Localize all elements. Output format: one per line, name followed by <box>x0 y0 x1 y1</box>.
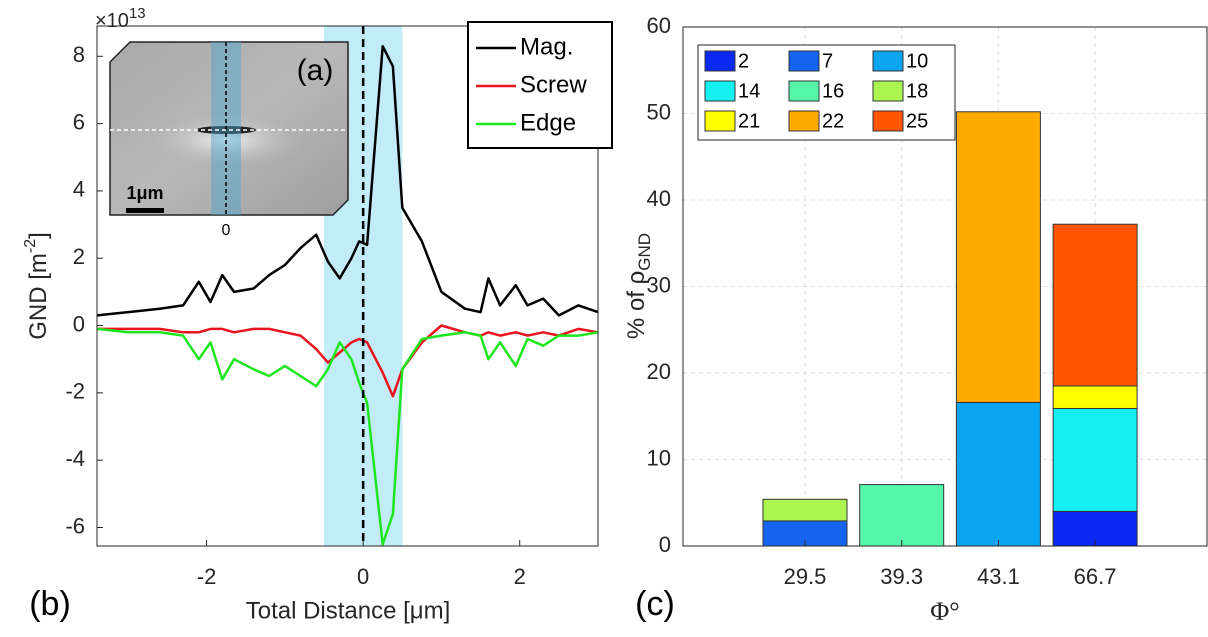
x-axis-label: Total Distance [μm] <box>246 597 451 624</box>
left-panel: -2 0 2 -6 -4 -2 0 2 4 6 8 ×1013 Total Distance [μm] G… <box>22 5 599 624</box>
inset-tick-label: 0 <box>222 222 231 239</box>
legend-label: Screw <box>520 71 587 98</box>
legend: Mag. Screw Edge <box>467 21 613 149</box>
bar-segment <box>1052 385 1138 409</box>
y-tick-label: 0 <box>659 532 671 557</box>
inset-image: (a) 1μm 0 <box>109 41 349 239</box>
legend-label: 18 <box>906 80 928 102</box>
legend-swatch <box>704 50 736 72</box>
y-tick-label: 4 <box>73 177 85 202</box>
y-tick-label: 8 <box>73 42 85 67</box>
legend-swatch <box>788 110 820 132</box>
bar-segment <box>1052 407 1138 512</box>
legend-box <box>697 44 956 141</box>
legend-swatch <box>788 80 820 102</box>
y-tick-label: -6 <box>65 513 85 538</box>
y-tick-label: 6 <box>73 109 85 134</box>
label-part: GND [m <box>25 253 52 340</box>
legend-label: 22 <box>822 110 844 132</box>
legend-label: Mag. <box>520 33 573 60</box>
axis-exponent: ×1013 <box>95 5 146 32</box>
label-part: 13 <box>129 5 146 22</box>
y-tick-label: 2 <box>73 244 85 269</box>
panel-label: (c) <box>635 585 675 623</box>
legend-swatch <box>872 80 904 102</box>
bar-segment <box>859 484 945 547</box>
bar-segment <box>1052 223 1138 387</box>
line-series <box>97 324 599 398</box>
legend-swatch <box>872 50 904 72</box>
y-tick-label: -2 <box>65 379 85 404</box>
label-part: -2 <box>22 239 39 253</box>
plot-frame <box>682 26 1208 547</box>
x-tick-label: 0 <box>357 564 369 589</box>
label-part: ×10 <box>95 10 129 32</box>
legend-label: 2 <box>738 50 749 72</box>
inset-scale-bar <box>126 208 164 213</box>
y-tick-label: -4 <box>65 446 85 471</box>
panel-label: (b) <box>29 585 71 623</box>
legend-label: Edge <box>520 109 576 136</box>
legend-label: 14 <box>738 80 760 102</box>
legend-label: 21 <box>738 110 760 132</box>
inset-scale-label: 1μm <box>126 183 163 203</box>
bar-segment <box>955 111 1041 403</box>
legend-swatch <box>788 50 820 72</box>
legend-label: 7 <box>822 50 833 72</box>
x-tick-label: 43.1 <box>977 564 1020 589</box>
x-axis-label: Φ° <box>930 597 959 626</box>
legend-swatch <box>704 110 736 132</box>
line-series <box>96 44 599 317</box>
legend-label: 10 <box>906 50 928 72</box>
label-part: GND <box>635 233 654 271</box>
right-panel: 0 10 20 30 40 50 60 29.5 39.3 43.1 66.7 Φ° % of ρGND… <box>623 13 1208 626</box>
label-part: % of ρ <box>623 271 650 339</box>
y-axis-label: % of ρGND <box>623 233 654 339</box>
legend-swatch <box>872 110 904 132</box>
legend-swatch <box>704 80 736 102</box>
line-series <box>96 327 599 546</box>
legend-label: 25 <box>906 110 928 132</box>
y-tick-label: 60 <box>647 13 671 38</box>
y-tick-label: 10 <box>647 445 671 470</box>
bar-segment <box>955 401 1041 547</box>
inset-label: (a) <box>297 54 334 87</box>
x-tick-label: -2 <box>197 564 217 589</box>
legend-label: 16 <box>822 80 844 102</box>
y-tick-label: 0 <box>73 311 85 336</box>
plot-frame <box>96 25 599 547</box>
x-tick-label: 2 <box>514 564 526 589</box>
x-tick-label: 39.3 <box>880 564 923 589</box>
y-tick-label: 50 <box>647 99 671 124</box>
x-tick-label: 29.5 <box>784 564 827 589</box>
bar-segment <box>762 498 848 522</box>
y-tick-label: 40 <box>647 186 671 211</box>
y-tick-label: 20 <box>647 359 671 384</box>
x-tick-label: 66.7 <box>1074 564 1117 589</box>
y-tick-label: 30 <box>647 272 671 297</box>
label-part: ] <box>25 232 52 239</box>
y-axis-label: GND [m-2] <box>22 232 52 340</box>
